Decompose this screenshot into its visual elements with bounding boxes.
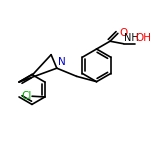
Text: N: N — [57, 57, 65, 67]
Text: OH: OH — [135, 33, 151, 43]
Text: Cl: Cl — [21, 91, 31, 101]
Text: O: O — [119, 28, 127, 38]
Text: NH: NH — [124, 33, 138, 43]
